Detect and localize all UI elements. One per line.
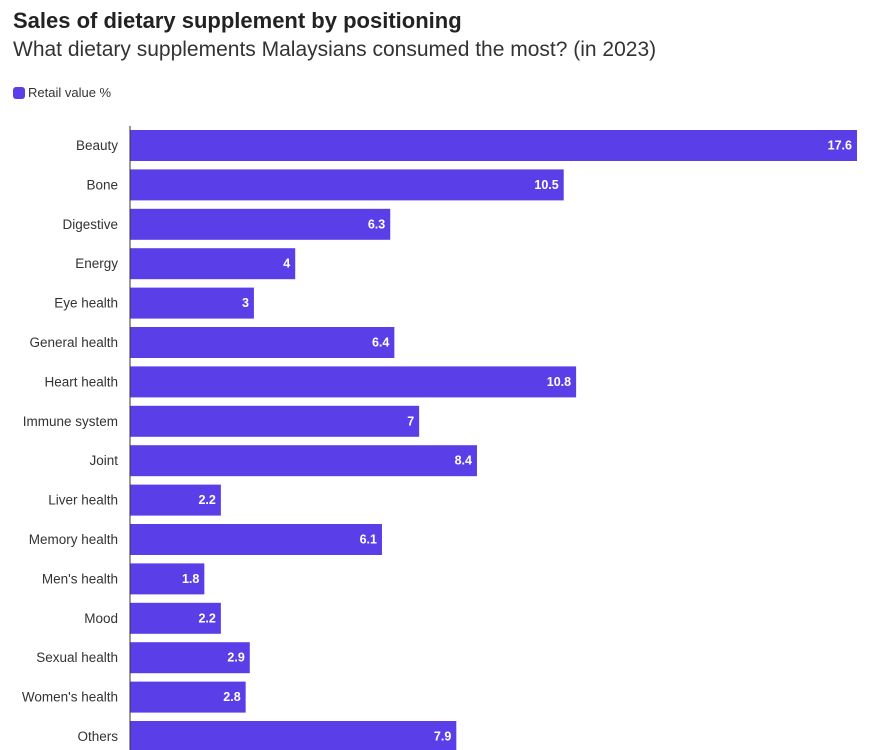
value-label: 8.4	[455, 454, 472, 468]
legend-swatch	[13, 86, 25, 99]
value-labels-group: 17.6 10.5 6.3 4 3 6.4 10.8 7 8.4 2.2 6.1 1.8 2.2 2.9 2…	[182, 139, 852, 744]
value-label: 10.8	[547, 375, 571, 389]
bar-eye-health	[130, 287, 254, 319]
bar-men-s-health	[130, 563, 205, 595]
bar-women-s-health	[130, 681, 246, 713]
category-label: Memory health	[29, 532, 118, 547]
value-label: 2.8	[223, 690, 240, 704]
bar-immune-system	[130, 405, 420, 437]
chart-title: Sales of dietary supplement by positioni…	[13, 8, 462, 33]
value-label: 7.9	[434, 730, 451, 744]
value-label: 6.4	[372, 336, 389, 350]
legend: Retail value %	[13, 85, 111, 100]
bar-heart-health	[130, 366, 577, 398]
value-label: 17.6	[828, 139, 852, 153]
bar-sexual-health	[130, 642, 250, 674]
category-label: Heart health	[44, 374, 118, 389]
category-label: Bone	[86, 177, 118, 192]
category-label: Eye health	[54, 296, 118, 311]
value-label: 3	[242, 296, 249, 310]
category-label: Mood	[84, 611, 118, 626]
bar-digestive	[130, 208, 391, 240]
category-labels-group: Beauty Bone Digestive Energy Eye health Gener…	[22, 138, 118, 744]
category-label: Women's health	[22, 690, 118, 705]
value-label: 2.2	[198, 493, 215, 507]
legend-label: Retail value %	[28, 85, 112, 100]
bar-mood	[130, 602, 221, 634]
category-label: Beauty	[76, 138, 118, 153]
bar-memory-health	[130, 524, 382, 555]
value-label: 1.8	[182, 572, 199, 586]
value-label: 6.3	[368, 217, 385, 231]
category-label: General health	[29, 335, 118, 350]
bar-liver-health	[130, 484, 221, 516]
category-label: Others	[77, 729, 118, 744]
value-label: 2.2	[198, 611, 215, 625]
bar-energy	[130, 248, 296, 280]
value-label: 7	[407, 414, 414, 428]
bar-others	[130, 721, 457, 750]
category-label: Energy	[75, 256, 118, 271]
value-label: 4	[283, 257, 290, 271]
bar-general-health	[130, 327, 395, 358]
category-label: Immune system	[23, 414, 118, 429]
bar-bone	[130, 169, 564, 201]
category-label: Men's health	[42, 571, 118, 586]
value-label: 10.5	[534, 178, 558, 192]
bar-beauty	[130, 130, 857, 161]
value-label: 2.9	[227, 651, 244, 665]
bar-joint	[130, 445, 477, 477]
category-label: Joint	[89, 453, 118, 468]
category-label: Liver health	[48, 493, 118, 508]
category-label: Digestive	[62, 217, 118, 232]
category-label: Sexual health	[36, 650, 118, 665]
chart-subtitle: What dietary supplements Malaysians cons…	[13, 38, 657, 61]
bars-group	[130, 130, 857, 750]
value-label: 6.1	[360, 533, 377, 547]
